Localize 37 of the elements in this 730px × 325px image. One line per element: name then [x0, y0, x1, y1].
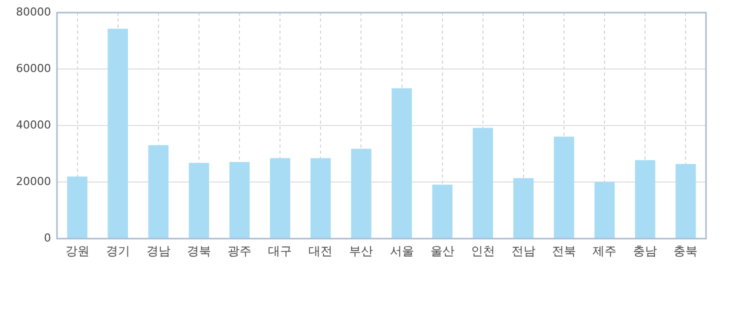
y-tick-label: 20000 [16, 174, 51, 188]
x-tick-label: 경남 [146, 244, 170, 258]
y-tick-label: 40000 [16, 118, 51, 132]
x-tick-label: 충북 [674, 244, 698, 258]
bar [310, 158, 331, 238]
x-tick-label: 대구 [268, 244, 292, 258]
x-tick-label: 전남 [511, 244, 536, 258]
bar [392, 88, 412, 238]
bar [148, 145, 169, 238]
x-tick-label: 부산 [349, 244, 374, 258]
x-tick-label: 울산 [430, 244, 454, 258]
bar [270, 158, 290, 238]
bar [67, 176, 88, 238]
x-tick-label: 대전 [308, 244, 333, 258]
bar [676, 164, 696, 238]
bar [351, 148, 372, 238]
x-tick-label: 경기 [106, 244, 130, 258]
bar [108, 28, 128, 238]
x-tick-label: 전북 [552, 244, 576, 258]
y-tick-label: 60000 [16, 62, 51, 75]
bar [594, 182, 615, 238]
bar [229, 162, 250, 238]
bar [635, 160, 656, 238]
bar [554, 136, 574, 238]
x-tick-label: 경북 [186, 244, 211, 258]
x-tick-label: 인천 [470, 244, 495, 258]
y-tick-label: 80000 [16, 5, 51, 18]
x-tick-label: 충남 [633, 244, 658, 258]
bar [188, 162, 210, 238]
bar [472, 128, 494, 238]
x-tick-label: 제주 [592, 244, 617, 258]
x-tick-label: 서울 [390, 244, 414, 258]
x-tick-label: 광주 [228, 244, 252, 258]
bar [432, 184, 452, 238]
x-tick-label: 강원 [65, 244, 90, 258]
bar [513, 178, 534, 238]
y-tick-label: 0 [44, 231, 51, 244]
